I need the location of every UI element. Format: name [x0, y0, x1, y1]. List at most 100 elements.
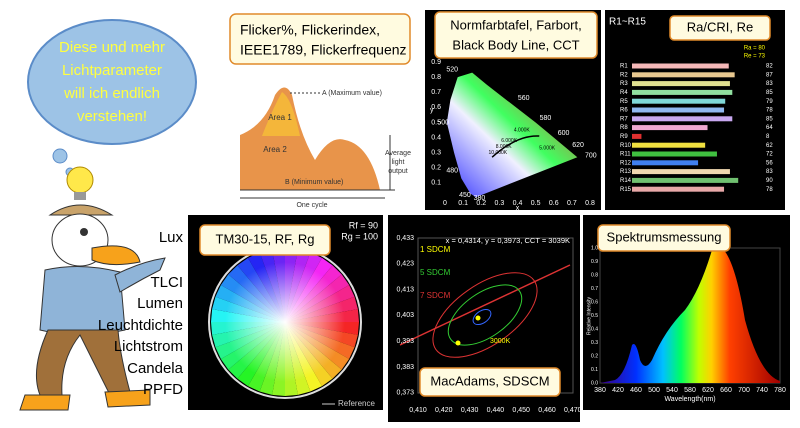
label: 8 — [766, 134, 770, 140]
label: 8.000K — [496, 144, 513, 150]
label: R10 — [620, 143, 632, 149]
label: 0.2 — [591, 353, 598, 359]
label: 10.000K — [489, 150, 508, 156]
speech-bubble — [27, 19, 197, 177]
label: 740 — [756, 387, 768, 394]
label: 620 — [702, 387, 714, 394]
label: Reference — [338, 399, 375, 408]
label: R2 — [620, 72, 628, 78]
label: Average — [385, 150, 411, 157]
label: 0.6 — [431, 104, 441, 111]
wheel-center — [225, 262, 345, 382]
cri-bar — [632, 125, 708, 131]
label: verstehen! — [77, 108, 147, 125]
cri-bar — [632, 98, 726, 104]
label: 0,450 — [512, 407, 530, 414]
label: 500 — [437, 119, 449, 126]
label: Leuchtdichte — [98, 317, 183, 334]
label: will ich endlich — [63, 85, 160, 102]
label: 0.5 — [591, 313, 598, 319]
label: R13 — [620, 169, 632, 175]
label: 0.0 — [591, 380, 598, 386]
label: 0,470 — [564, 407, 582, 414]
cri-bar — [632, 177, 739, 183]
label: 0 — [443, 200, 447, 207]
label: 0.9 — [431, 59, 441, 66]
label: A (Maximum value) — [322, 90, 382, 97]
label: 500 — [648, 387, 660, 394]
cri-bar — [632, 116, 733, 122]
label: 0,373 — [396, 390, 414, 397]
label: 700 — [585, 153, 597, 160]
label: R8 — [620, 125, 628, 131]
cri-bar — [632, 151, 717, 157]
label: Black Body Line, CCT — [452, 37, 579, 52]
label: 83 — [766, 81, 773, 87]
label: R5 — [620, 99, 628, 105]
cri-bar — [632, 107, 725, 113]
label: Re = 73 — [744, 54, 766, 60]
label: 0.4 — [513, 200, 523, 207]
label: 85 — [766, 116, 773, 122]
label: One cycle — [296, 202, 327, 209]
label: 62 — [766, 143, 773, 149]
cri-bar — [632, 142, 706, 148]
label-box — [199, 224, 331, 256]
label: 460 — [630, 387, 642, 394]
label: R1~R15 — [609, 17, 646, 28]
cri-bar — [632, 72, 735, 78]
label: 0,410 — [409, 407, 427, 414]
label: 0.2 — [431, 165, 441, 172]
label: Ra/CRI, Re — [687, 19, 753, 34]
label: 0.6 — [591, 299, 598, 305]
label: 0.8 — [591, 272, 598, 278]
label: 580 — [540, 115, 552, 122]
label: 87 — [766, 72, 773, 78]
label: 64 — [766, 125, 773, 131]
label-box — [419, 367, 561, 397]
label: 560 — [518, 95, 530, 102]
label: Lichtparameter — [62, 62, 162, 79]
cri-bar — [632, 133, 642, 139]
label: R1 — [620, 64, 628, 70]
label: 0.3 — [431, 150, 441, 157]
label: 4.000K — [514, 127, 531, 133]
label: Flicker%, Flickerindex, — [240, 22, 380, 38]
label: 1 SDCM — [420, 245, 451, 254]
label: 580 — [684, 387, 696, 394]
label: 520 — [446, 66, 458, 73]
label: Ra = 80 — [744, 46, 766, 52]
label: 0.7 — [431, 89, 441, 96]
label: R3 — [620, 81, 628, 87]
label: R15 — [620, 187, 632, 193]
label: Normfarbtafel, Farbort, — [450, 17, 582, 32]
label: 6.000K — [501, 138, 518, 144]
label: R6 — [620, 108, 628, 114]
label-box — [434, 11, 598, 59]
label: 0.7 — [591, 286, 598, 292]
label: 0.5 — [431, 119, 441, 126]
label: 420 — [612, 387, 624, 394]
label: Lux — [159, 229, 184, 246]
label: Wavelength(nm) — [664, 396, 715, 403]
label: 78 — [766, 187, 773, 193]
label: 0.9 — [591, 259, 598, 265]
label: 82 — [766, 64, 773, 70]
cartoon-character — [19, 166, 166, 411]
label: MacAdams, SDSCM — [430, 373, 549, 388]
label: 5.000K — [539, 145, 556, 151]
label: 0.3 — [495, 200, 505, 207]
label: 600 — [558, 130, 570, 137]
label: Area 2 — [263, 145, 287, 154]
label: 78 — [766, 108, 773, 114]
label: output — [388, 168, 408, 175]
label: 83 — [766, 169, 773, 175]
label: 0.1 — [591, 367, 598, 373]
label: 0.3 — [591, 340, 598, 346]
label: 0,460 — [538, 407, 556, 414]
label: 780 — [774, 387, 786, 394]
label: Spektrumsmessung — [607, 229, 722, 244]
label: 540 — [666, 387, 678, 394]
label: 0,383 — [396, 364, 414, 371]
